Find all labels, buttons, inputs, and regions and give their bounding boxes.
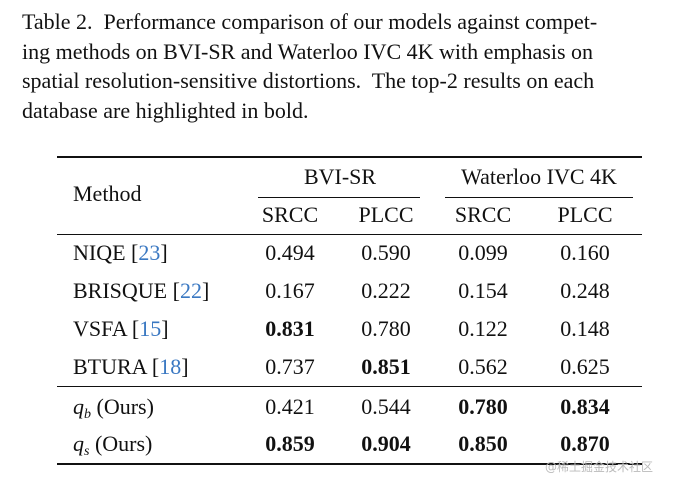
value-cell: 0.834 [560, 394, 610, 419]
column-header: SRCC [454, 202, 512, 227]
method-cell: qb (Ours) [73, 394, 154, 428]
method-part: ] [181, 354, 189, 379]
method-part: 18 [159, 354, 182, 379]
value-cell: 0.222 [361, 278, 411, 303]
header-method: Method [73, 181, 142, 206]
value-cell: 0.850 [458, 431, 508, 456]
column-header: PLCC [358, 202, 414, 227]
value-cell: 0.780 [361, 316, 411, 341]
group-rule [258, 197, 420, 198]
value-cell: 0.870 [560, 431, 610, 456]
method-cell: BRISQUE [22] [73, 278, 209, 304]
method-cell: qs (Ours) [73, 431, 152, 465]
mid-rule [57, 386, 642, 387]
method-part: VSFA [73, 316, 132, 341]
value-cell: 0.148 [560, 316, 610, 341]
value-cell: 0.831 [265, 316, 315, 341]
value-cell: 0.859 [265, 431, 315, 456]
method-part: [ [131, 316, 140, 341]
value-cell: 0.122 [458, 316, 508, 341]
method-part: BRISQUE [73, 278, 173, 303]
value-cell: 0.590 [361, 240, 411, 265]
value-cell: 0.248 [560, 278, 610, 303]
method-part: ] [161, 316, 169, 341]
method-part: [ [151, 354, 160, 379]
top-rule [57, 156, 642, 158]
caption-line: spatial resolution-sensitive distortions… [22, 68, 595, 93]
value-cell: 0.625 [560, 354, 610, 379]
method-part: BTURA [73, 354, 152, 379]
bottom-rule [57, 463, 642, 465]
group-header: BVI-SR [303, 164, 377, 189]
method-part: b [84, 407, 91, 422]
method-part: 15 [139, 316, 162, 341]
method-part: s [84, 444, 90, 459]
caption-line: ing methods on BVI-SR and Waterloo IVC 4… [22, 38, 594, 64]
column-header: SRCC [261, 202, 319, 227]
method-cell: BTURA [18] [73, 354, 189, 380]
method-part: [ [131, 240, 139, 265]
value-cell: 0.099 [458, 240, 508, 265]
value-cell: 0.562 [458, 354, 508, 379]
watermark: @稀土掘金技术社区 [545, 460, 654, 474]
value-cell: 0.494 [265, 240, 315, 265]
method-part: ] [160, 240, 168, 265]
value-cell: 0.160 [560, 240, 610, 265]
caption-line: Table 2. Performance comparison of our m… [22, 9, 598, 34]
method-part: [ [172, 278, 180, 303]
group-rule [445, 197, 633, 198]
value-cell: 0.851 [361, 354, 411, 379]
method-part: (Ours) [91, 394, 154, 419]
value-cell: 0.780 [458, 394, 508, 419]
column-header: PLCC [557, 202, 613, 227]
method-part: q [73, 394, 84, 419]
method-part: q [73, 431, 84, 456]
value-cell: 0.737 [265, 354, 315, 379]
value-cell: 0.167 [265, 278, 315, 303]
method-part: ] [201, 278, 210, 303]
method-part: NIQE [73, 240, 132, 265]
value-cell: 0.154 [458, 278, 508, 303]
method-part: 23 [138, 240, 161, 265]
method-cell: NIQE [23] [73, 240, 168, 266]
header-rule [57, 234, 642, 235]
group-header: Waterloo IVC 4K [461, 164, 617, 189]
method-part: (Ours) [89, 431, 153, 456]
value-cell: 0.904 [361, 431, 411, 456]
value-cell: 0.421 [265, 394, 315, 419]
method-part: 22 [179, 278, 202, 303]
value-cell: 0.544 [361, 394, 411, 419]
method-cell: VSFA [15] [73, 316, 169, 342]
caption-line: database are highlighted in bold. [22, 97, 309, 123]
